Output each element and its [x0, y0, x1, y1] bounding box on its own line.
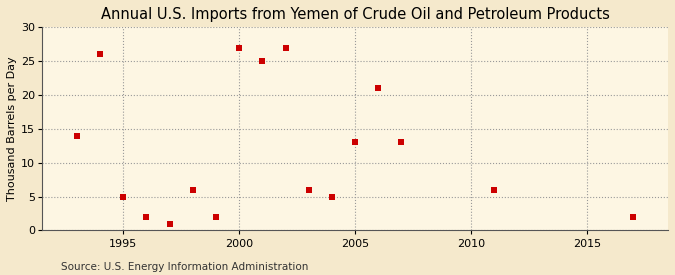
Title: Annual U.S. Imports from Yemen of Crude Oil and Petroleum Products: Annual U.S. Imports from Yemen of Crude … [101, 7, 610, 22]
Point [350, 140, 360, 145]
Point [280, 45, 291, 50]
Text: Source: U.S. Energy Information Administration: Source: U.S. Energy Information Administ… [61, 262, 308, 272]
Point [234, 45, 244, 50]
Point [188, 188, 198, 192]
Point [489, 188, 500, 192]
Point [373, 86, 383, 90]
Point [72, 133, 82, 138]
Point [211, 215, 221, 219]
Y-axis label: Thousand Barrels per Day: Thousand Barrels per Day [7, 57, 17, 201]
Point [141, 215, 152, 219]
Point [118, 194, 129, 199]
Point [628, 215, 639, 219]
Point [164, 221, 175, 226]
Point [327, 194, 338, 199]
Point [303, 188, 314, 192]
Point [396, 140, 407, 145]
Point [257, 59, 268, 63]
Point [95, 52, 105, 57]
